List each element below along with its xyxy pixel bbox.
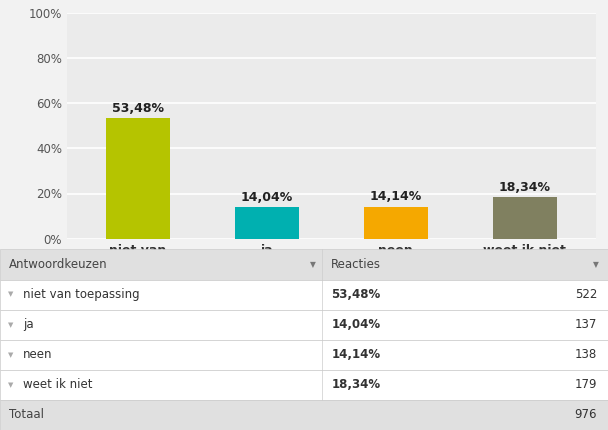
Bar (0, 340, 608, 370)
Text: Antwoordkeuzen: Antwoordkeuzen (9, 258, 108, 271)
Text: Totaal: Totaal (9, 408, 44, 421)
Text: ▼: ▼ (9, 292, 13, 298)
Text: 18,34%: 18,34% (331, 378, 381, 391)
Text: 137: 137 (575, 318, 597, 331)
Bar (0, 370, 608, 400)
Text: 18,34%: 18,34% (499, 181, 551, 194)
Text: neen: neen (23, 348, 53, 361)
Text: ▼: ▼ (310, 260, 316, 269)
Bar (492, 197, 557, 239)
Text: 14,14%: 14,14% (331, 348, 381, 361)
Text: 522: 522 (575, 288, 597, 301)
Bar (0, 280, 608, 310)
Bar (0, 310, 608, 340)
Text: Reacties: Reacties (331, 258, 381, 271)
Bar (106, 118, 170, 239)
Bar (364, 207, 428, 239)
Text: 14,14%: 14,14% (370, 190, 422, 203)
Bar (0, 249, 608, 280)
Text: 14,04%: 14,04% (331, 318, 381, 331)
Text: ja: ja (23, 318, 33, 331)
Text: ▼: ▼ (9, 382, 13, 388)
Bar (0, 400, 608, 430)
Text: 179: 179 (575, 378, 597, 391)
Text: weet ik niet: weet ik niet (23, 378, 92, 391)
Text: 14,04%: 14,04% (241, 190, 293, 203)
Text: ▼: ▼ (593, 260, 599, 269)
Bar (235, 207, 299, 239)
Text: niet van toepassing: niet van toepassing (23, 288, 140, 301)
Text: 53,48%: 53,48% (331, 288, 381, 301)
Text: 976: 976 (575, 408, 597, 421)
Text: 138: 138 (575, 348, 597, 361)
Text: 53,48%: 53,48% (112, 101, 164, 114)
Text: ▼: ▼ (9, 322, 13, 328)
Text: ▼: ▼ (9, 352, 13, 358)
